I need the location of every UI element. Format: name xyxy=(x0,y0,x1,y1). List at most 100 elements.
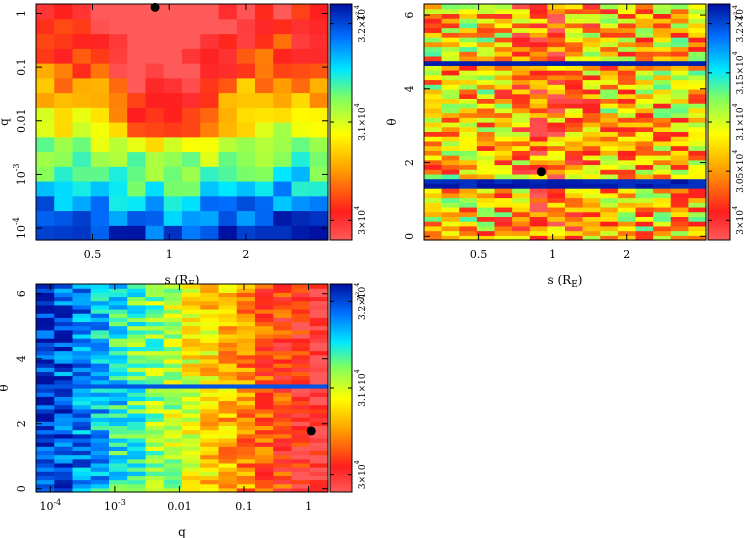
heatmap-cell xyxy=(36,479,55,485)
heatmap-cell xyxy=(547,70,566,76)
heatmap-cell xyxy=(547,88,566,95)
heatmap-cell xyxy=(145,300,165,306)
heatmap-cell xyxy=(512,221,531,227)
heatmap-cell xyxy=(309,77,329,94)
heatmap-cell xyxy=(273,375,293,381)
heatmap-cell xyxy=(109,304,128,310)
heatmap-cell xyxy=(494,178,513,184)
heatmap-cell xyxy=(145,437,165,443)
heatmap-cell xyxy=(109,210,128,226)
heatmap-cell xyxy=(582,197,601,203)
heatmap-cell xyxy=(600,202,619,208)
heatmap-cell xyxy=(145,458,165,464)
heatmap-cell xyxy=(218,325,238,331)
heatmap-cell xyxy=(90,371,110,377)
heatmap-cell xyxy=(459,32,478,38)
heatmap-cell xyxy=(547,84,566,90)
heatmap-cells xyxy=(424,4,707,241)
heatmap-cell xyxy=(565,27,584,33)
heatmap-cell xyxy=(565,88,584,95)
heatmap-cell xyxy=(90,325,110,331)
y-tick-label: 10-4 xyxy=(12,217,28,239)
heatmap-cell xyxy=(255,350,274,356)
heatmap-cell xyxy=(688,107,707,114)
heatmap-cell xyxy=(236,379,256,385)
heatmap-cell xyxy=(291,325,311,331)
heatmap-cell xyxy=(236,296,256,302)
heatmap-cell xyxy=(145,471,165,476)
heatmap-cell xyxy=(653,221,672,227)
heatmap-cell xyxy=(36,358,55,364)
heatmap-cell xyxy=(291,383,311,389)
heatmap-cell xyxy=(494,140,513,147)
heatmap-cell xyxy=(218,48,238,64)
heatmap-cell xyxy=(635,117,654,123)
heatmap-cell xyxy=(529,188,548,194)
heatmap-cell xyxy=(309,225,329,241)
heatmap-cell xyxy=(72,4,92,20)
heatmap-cell xyxy=(441,164,460,170)
heatmap-cell xyxy=(54,354,74,360)
heatmap-cell xyxy=(582,79,601,85)
heatmap-cell xyxy=(441,32,460,38)
heatmap-cell xyxy=(54,475,74,481)
heatmap-cell xyxy=(90,333,110,339)
heatmap-cell xyxy=(236,350,256,356)
heatmap-cell xyxy=(582,150,601,156)
heatmap-cell xyxy=(182,479,201,485)
heatmap-cell xyxy=(494,221,513,227)
heatmap-cell xyxy=(565,60,584,66)
heatmap-cell xyxy=(200,354,220,360)
heatmap-cell xyxy=(145,417,165,422)
heatmap-cell xyxy=(547,74,566,81)
heatmap-cell xyxy=(670,117,689,123)
heatmap-cell xyxy=(90,458,110,464)
heatmap-cell xyxy=(255,383,274,389)
heatmap-cell xyxy=(127,383,147,389)
heatmap-cell xyxy=(72,333,92,339)
heatmap-cell xyxy=(218,225,238,241)
heatmap-cell xyxy=(182,63,201,79)
heatmap-cell xyxy=(236,383,256,389)
heatmap-cell xyxy=(54,437,74,443)
heatmap-cell xyxy=(476,88,496,95)
heatmap-cell xyxy=(582,88,601,95)
heatmap-cell xyxy=(582,225,601,232)
heatmap-cell xyxy=(182,383,201,389)
heatmap-cell xyxy=(476,155,496,161)
heatmap-cell xyxy=(36,371,55,377)
heatmap-cell xyxy=(582,8,601,15)
heatmap-cell xyxy=(255,425,274,431)
heatmap-cell xyxy=(145,63,165,79)
heatmap-cell xyxy=(273,342,293,347)
heatmap-cell xyxy=(72,308,92,314)
heatmap-cell xyxy=(635,126,654,133)
heatmap-cell xyxy=(273,458,293,464)
heatmap-cell xyxy=(476,173,496,180)
heatmap-cell xyxy=(255,151,274,167)
heatmap-cell xyxy=(635,235,654,241)
heatmap-cell xyxy=(653,159,672,166)
heatmap-cell xyxy=(529,164,548,170)
heatmap-cell xyxy=(635,221,654,227)
heatmap-cell xyxy=(512,122,531,128)
heatmap-cell xyxy=(200,48,220,64)
y-axis-label: q xyxy=(0,118,11,126)
heatmap-cell xyxy=(617,107,637,114)
heatmap-cell xyxy=(600,60,619,66)
heatmap-cell xyxy=(600,74,619,81)
heatmap-cell xyxy=(145,195,165,212)
heatmap-cell xyxy=(653,41,672,48)
heatmap-cell xyxy=(54,225,74,241)
heatmap-cell xyxy=(653,107,672,114)
heatmap-cell xyxy=(182,375,201,381)
heatmap-cell xyxy=(273,33,293,49)
heatmap-cell xyxy=(36,454,55,460)
heatmap-cell xyxy=(529,74,548,81)
heatmap-cell xyxy=(459,98,478,104)
heatmap-cell xyxy=(512,70,531,76)
heatmap-cell xyxy=(291,408,311,414)
heatmap-cell xyxy=(670,230,689,236)
heatmap-cell xyxy=(236,396,256,402)
heatmap-cell xyxy=(255,408,274,414)
